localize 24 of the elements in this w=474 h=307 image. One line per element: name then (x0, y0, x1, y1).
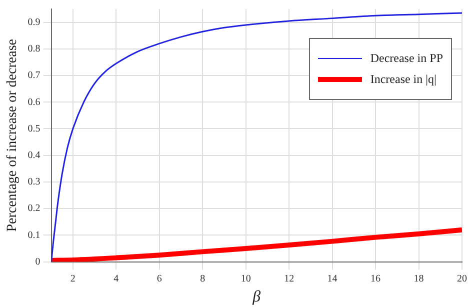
y-tick-label: 0.6 (28, 96, 40, 108)
y-tick-label: 0.8 (28, 44, 40, 55)
x-tick-label: 8 (200, 273, 206, 284)
x-tick-label: 16 (370, 273, 381, 284)
y-tick-label: 0.3 (28, 176, 40, 188)
y-tick-label: 0.9 (28, 16, 40, 28)
y-tick-label: 0.7 (28, 70, 40, 82)
x-tick-label: 2 (70, 273, 76, 284)
x-tick-label: 12 (284, 273, 294, 284)
y-tick-label: 0.1 (28, 230, 40, 241)
y-axis-title: Percentage of increase or decrease (5, 39, 20, 232)
y-tick-label: 0.4 (28, 150, 40, 161)
x-tick-label: 4 (114, 273, 119, 284)
y-tick-label: 0 (35, 256, 40, 268)
x-tick-label: 10 (240, 273, 251, 284)
x-tick-label: 20 (457, 273, 467, 284)
y-tick-label: 0.2 (28, 203, 40, 214)
legend-label: Increase in |q| (370, 72, 436, 87)
x-tick-label: 6 (156, 273, 162, 284)
x-axis-title: β (252, 288, 261, 306)
x-tick-label: 14 (327, 273, 338, 284)
y-tick-label: 0.5 (28, 123, 40, 134)
x-tick-label: 18 (414, 273, 424, 284)
legend-label: Decrease in PP (370, 51, 443, 66)
